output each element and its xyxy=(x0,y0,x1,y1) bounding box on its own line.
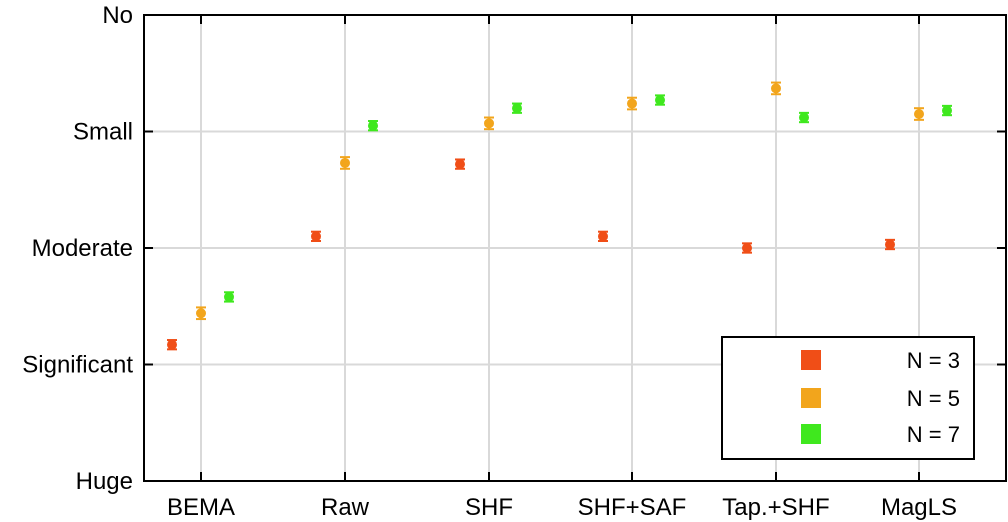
y-tick-label: Small xyxy=(73,119,133,146)
y-tick-label: No xyxy=(102,2,133,29)
x-tick-label: BEMA xyxy=(167,494,235,521)
y-tick-label: Huge xyxy=(76,468,133,495)
data-point xyxy=(484,118,494,129)
data-point xyxy=(598,231,608,242)
data-point xyxy=(455,159,465,170)
data-point xyxy=(799,112,809,123)
legend: N = 3 N = 5 N = 7 xyxy=(721,336,975,460)
x-tick-label: MagLS xyxy=(881,494,957,521)
data-point xyxy=(512,103,522,114)
data-point-group xyxy=(368,120,378,132)
data-point xyxy=(224,291,234,302)
data-point xyxy=(742,243,752,253)
legend-label: N = 3 xyxy=(907,348,960,373)
legend-swatch xyxy=(801,424,821,444)
x-tick-label: Raw xyxy=(321,494,370,521)
y-tick-label: Significant xyxy=(22,352,133,379)
data-point-group xyxy=(627,96,637,111)
data-point xyxy=(340,157,350,168)
plot-frame xyxy=(143,14,1007,482)
legend-label: N = 7 xyxy=(907,422,960,447)
x-tick-label: SHF+SAF xyxy=(578,494,687,521)
data-point xyxy=(311,231,321,242)
x-axis-tick-labels: BEMA Raw SHF SHF+SAF Tap.+SHF MagLS xyxy=(167,494,957,521)
data-point-group xyxy=(942,104,952,117)
data-point-group xyxy=(455,158,465,170)
x-tick-label: Tap.+SHF xyxy=(722,494,829,521)
data-point xyxy=(368,120,378,131)
data-point xyxy=(167,339,177,350)
data-point-group xyxy=(771,81,781,96)
data-point-group xyxy=(512,102,522,114)
data-point-group xyxy=(311,230,321,243)
data-point-group xyxy=(598,230,608,243)
data-marks xyxy=(167,81,952,351)
data-point-group xyxy=(224,291,234,303)
legend-swatch xyxy=(801,350,821,370)
data-point xyxy=(196,308,206,319)
legend-label: N = 5 xyxy=(907,386,960,411)
data-point-group xyxy=(167,339,177,351)
y-tick-label: Moderate xyxy=(32,235,133,262)
data-point xyxy=(627,98,637,109)
y-axis-tick-labels: Huge Significant Moderate Small No xyxy=(22,2,133,495)
data-point xyxy=(655,95,665,106)
data-point-group xyxy=(196,306,206,321)
x-tick-label: SHF xyxy=(465,494,513,521)
data-point-group xyxy=(914,107,924,121)
legend-swatch xyxy=(801,388,821,408)
data-point-group xyxy=(742,242,752,254)
data-point-group xyxy=(484,116,494,131)
legend-box xyxy=(721,336,975,460)
data-point-group xyxy=(340,156,350,170)
data-point-group xyxy=(799,111,809,124)
data-point xyxy=(771,83,781,94)
data-point-group xyxy=(885,238,895,251)
data-point-group xyxy=(655,94,665,106)
data-point xyxy=(885,239,895,250)
data-point xyxy=(914,109,924,120)
data-point xyxy=(942,105,952,116)
